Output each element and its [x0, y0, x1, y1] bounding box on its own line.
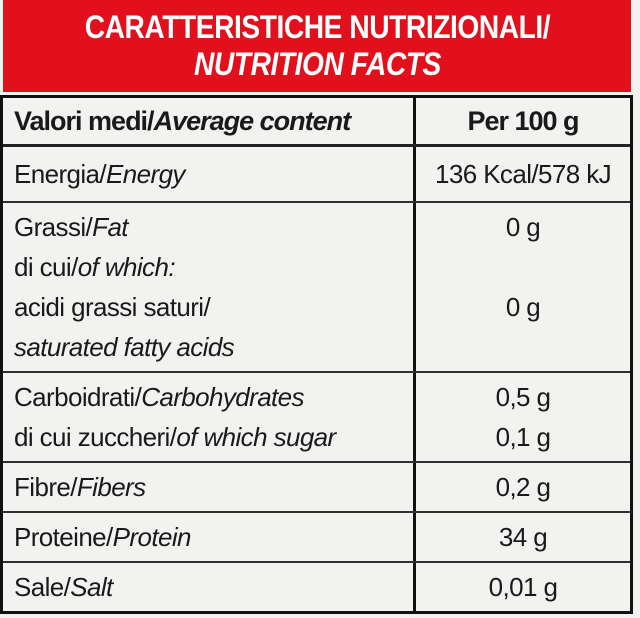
energy-value-cell: 136 Kcal/578 kJ	[413, 147, 630, 201]
saturated-fat-value: 0 g	[505, 291, 541, 322]
fibers-value-cell: 0,2 g	[413, 463, 630, 511]
nutrition-table: Valori medi/Average content Per 100 g En…	[0, 95, 633, 614]
banner-title-italian: CARATTERISTICHE NUTRIZIONALI/	[84, 9, 550, 45]
fat-label-cell: Grassi/Fat di cui/of which: acidi grassi…	[3, 203, 413, 371]
header-label-text: Valori medi/Average content	[14, 105, 351, 136]
fibers-value: 0,2 g	[495, 471, 551, 502]
protein-value: 34 g	[498, 521, 548, 552]
table-header-row: Valori medi/Average content Per 100 g	[3, 98, 630, 147]
protein-label-cell: Proteine/Protein	[3, 513, 413, 561]
carbohydrates-value: 0,5 g	[495, 381, 551, 412]
sugars-value: 0,1 g	[495, 421, 551, 452]
banner-title: CARATTERISTICHE NUTRIZIONALI/ NUTRITION …	[84, 9, 550, 83]
energy-label: Energia/Energy	[14, 158, 185, 189]
protein-label: Proteine/Protein	[14, 521, 191, 552]
saturated-fat-label-en: saturated fatty acids	[14, 331, 235, 362]
table-row-energy: Energia/Energy 136 Kcal/578 kJ	[3, 147, 630, 201]
table-row-protein: Proteine/Protein 34 g	[3, 511, 630, 561]
header-value-text: Per 100 g	[467, 105, 579, 136]
carbohydrates-value-cell: 0,5 g 0,1 g	[413, 373, 630, 461]
sugars-label: di cui zuccheri/of which sugar	[14, 421, 336, 452]
salt-value: 0,01 g	[488, 571, 558, 602]
nutrition-header-banner: CARATTERISTICHE NUTRIZIONALI/ NUTRITION …	[3, 0, 631, 92]
banner-title-english: NUTRITION FACTS	[193, 46, 441, 82]
header-value-cell: Per 100 g	[413, 98, 630, 144]
fibers-label-cell: Fibre/Fibers	[3, 463, 413, 511]
protein-value-cell: 34 g	[413, 513, 630, 561]
table-row-salt: Sale/Salt 0,01 g	[3, 561, 630, 611]
fibers-label: Fibre/Fibers	[14, 471, 146, 502]
table-row-fibers: Fibre/Fibers 0,2 g	[3, 461, 630, 511]
energy-value: 136 Kcal/578 kJ	[434, 158, 612, 189]
table-row-carbohydrates: Carboidrati/Carbohydrates di cui zuccher…	[3, 371, 630, 461]
salt-value-cell: 0,01 g	[413, 563, 630, 611]
fat-label: Grassi/Fat	[14, 211, 129, 242]
header-label-cell: Valori medi/Average content	[3, 98, 413, 144]
energy-label-cell: Energia/Energy	[3, 147, 413, 201]
table-row-fat: Grassi/Fat di cui/of which: acidi grassi…	[3, 201, 630, 371]
fat-value-cell: 0 g 0 g	[413, 203, 630, 371]
salt-label: Sale/Salt	[14, 571, 113, 602]
carbohydrates-label: Carboidrati/Carbohydrates	[14, 381, 305, 412]
carbohydrates-label-cell: Carboidrati/Carbohydrates di cui zuccher…	[3, 373, 413, 461]
salt-label-cell: Sale/Salt	[3, 563, 413, 611]
saturated-fat-label-it: acidi grassi saturi/	[14, 291, 211, 322]
fat-of-which-label: di cui/of which:	[14, 251, 176, 282]
fat-value: 0 g	[505, 211, 541, 242]
